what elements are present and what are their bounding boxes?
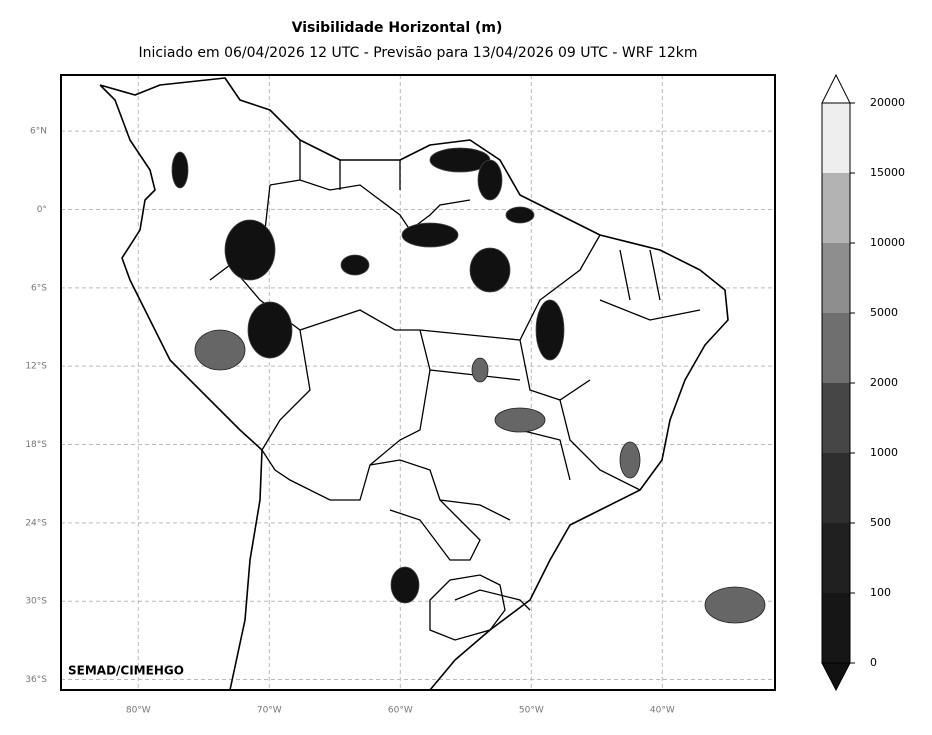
low-visibility-area [619, 441, 641, 479]
low-visibility-area [471, 357, 489, 383]
visibility-field [171, 147, 766, 624]
low-visibility-area [171, 151, 189, 189]
low-visibility-area [247, 301, 293, 359]
lat-label: 36°S [25, 675, 47, 685]
lat-label: 30°S [25, 597, 47, 607]
lon-label: 70°W [257, 706, 282, 716]
lat-label: 0° [37, 205, 47, 215]
lon-label: 80°W [126, 706, 151, 716]
lon-label: 40°W [650, 706, 675, 716]
low-visibility-area [469, 247, 511, 293]
lat-label: 6°S [31, 283, 47, 293]
low-visibility-area [494, 407, 546, 433]
colorbar-bin [822, 313, 850, 383]
colorbar-tick-label: 5000 [870, 306, 898, 319]
colorbar-bin [822, 383, 850, 453]
low-visibility-area [340, 254, 370, 276]
title: Visibilidade Horizontal (m) [292, 20, 503, 36]
lon-label: 50°W [519, 706, 544, 716]
colorbar-bin [822, 453, 850, 523]
low-visibility-area [224, 219, 276, 281]
colorbar-tick-label: 100 [870, 586, 891, 599]
colorbar-tick-label: 20000 [870, 96, 905, 109]
coastline [99, 77, 729, 691]
lat-label: 24°S [25, 518, 47, 528]
colorbar-bin [822, 103, 850, 173]
colorbar-under [821, 662, 851, 692]
low-visibility-area [505, 206, 535, 224]
colorbar-bin [822, 243, 850, 313]
graticule [61, 75, 775, 690]
country-borders [209, 140, 701, 611]
colorbar-over [821, 73, 851, 104]
lat-label: 18°S [25, 440, 47, 450]
low-visibility-area [401, 222, 459, 248]
lon-label: 60°W [388, 706, 413, 716]
uruguay-border [429, 574, 506, 641]
colorbar-tick-label: 10000 [870, 236, 905, 249]
subtitle: Iniciado em 06/04/2026 12 UTC - Previsão… [138, 45, 697, 61]
credit: SEMAD/CIMEHGO [68, 664, 184, 678]
colorbar-tick-label: 0 [870, 656, 877, 669]
colorbar-tick-label: 1000 [870, 446, 898, 459]
colorbar-bin [822, 523, 850, 593]
colorbar-bin [822, 173, 850, 243]
colorbar-bin [822, 593, 850, 663]
low-visibility-area [477, 159, 503, 201]
colorbar-tick-label: 15000 [870, 166, 905, 179]
colorbar: 0 100 500 1000 2000 5000 10000 15000 20000 [821, 73, 905, 692]
land-outlines [99, 77, 729, 691]
map-frame [60, 74, 776, 691]
low-visibility-area [390, 566, 420, 604]
low-visibility-area [704, 586, 766, 624]
low-visibility-area [194, 329, 246, 371]
lat-label: 12°S [25, 362, 47, 372]
colorbar-tick-label: 2000 [870, 376, 898, 389]
colorbar-tick-label: 500 [870, 516, 891, 529]
lat-label: 6°N [30, 127, 47, 137]
low-visibility-area [535, 299, 565, 361]
